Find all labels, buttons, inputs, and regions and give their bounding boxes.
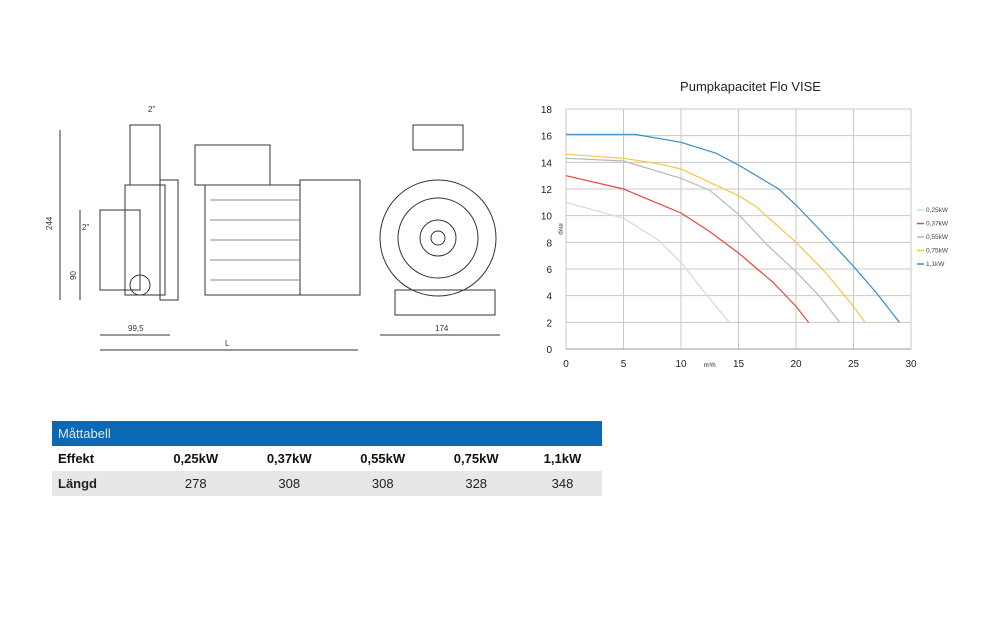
- x-tick-label: 25: [848, 359, 860, 370]
- legend-label: 0,37kW: [926, 221, 949, 228]
- width-label: 174: [435, 324, 449, 333]
- x-tick-label: 0: [563, 359, 569, 370]
- front-view: [379, 124, 500, 336]
- legend-label: 1,1kW: [926, 261, 945, 268]
- table-title: Måttabell: [52, 421, 602, 446]
- center-label: 90: [69, 271, 78, 280]
- chart-title: Pumpkapacitet Flo VISE: [680, 79, 821, 94]
- cell: Längd: [52, 471, 149, 496]
- offset-label: 99,5: [128, 324, 144, 333]
- y-tick-label: 18: [541, 105, 553, 116]
- dimension-table: Måttabell Effekt 0,25kW 0,37kW 0,55kW 0,75kW…: [52, 421, 602, 496]
- cell: 278: [149, 471, 243, 496]
- side-view: [59, 124, 361, 351]
- cell: 308: [335, 471, 430, 496]
- inlet-label: 2": [148, 105, 155, 114]
- legend-label: 0,25kW: [926, 207, 949, 214]
- y-tick-label: 14: [541, 158, 553, 169]
- cell: 348: [522, 471, 602, 496]
- series-line-0,25kW: [565, 201, 730, 323]
- x-tick-label: 20: [790, 359, 802, 370]
- pump-capacity-chart: Pumpkapacitet Flo VISE 0 5 10 15 20 25 30 0 2 4 6 8 1…: [541, 79, 949, 370]
- pump-technical-drawing: 2" 2" 244 90 99,5 L 174: [45, 105, 500, 351]
- x-tick-label: 5: [621, 359, 627, 370]
- cell: 328: [429, 471, 523, 496]
- x-tick-label: 15: [733, 359, 745, 370]
- cell: 1,1kW: [543, 451, 582, 466]
- y-tick-label: 2: [546, 318, 552, 329]
- x-tick-label: 30: [905, 359, 917, 370]
- height-label: 244: [45, 216, 54, 230]
- table-row-effekt: Effekt 0,25kW 0,37kW 0,55kW 0,75kW 1,1kW: [52, 446, 602, 471]
- series-line-0,55kW: [565, 157, 841, 323]
- y-tick-label: 12: [541, 185, 553, 196]
- cell: Effekt: [58, 451, 95, 466]
- series-line-0,37kW: [565, 175, 810, 323]
- outlet-label: 2": [82, 223, 89, 232]
- legend-label: 0,75kW: [926, 248, 949, 255]
- y-tick-label: 16: [541, 132, 553, 143]
- y-tick-label: 6: [546, 265, 552, 276]
- y-axis-label: mvp: [557, 223, 563, 235]
- x-axis-label: m³/h: [704, 363, 716, 369]
- cell: 0,55kW: [360, 451, 406, 466]
- x-tick-label: 10: [675, 359, 687, 370]
- cell: 0,75kW: [453, 451, 499, 466]
- length-label: L: [225, 339, 230, 348]
- cell: 0,25kW: [173, 451, 219, 466]
- y-tick-label: 10: [541, 212, 553, 223]
- y-tick-label: 8: [546, 238, 552, 249]
- table-row-langd: Längd 278 308 308 328 348: [52, 471, 602, 496]
- series-line-1,1kW: [566, 133, 900, 323]
- y-tick-label: 4: [546, 292, 552, 303]
- y-tick-label: 0: [546, 345, 552, 356]
- cell: 0,37kW: [266, 451, 312, 466]
- cell: 308: [242, 471, 336, 496]
- legend-label: 0,55kW: [926, 234, 949, 241]
- series-line-0,75kW: [565, 153, 866, 323]
